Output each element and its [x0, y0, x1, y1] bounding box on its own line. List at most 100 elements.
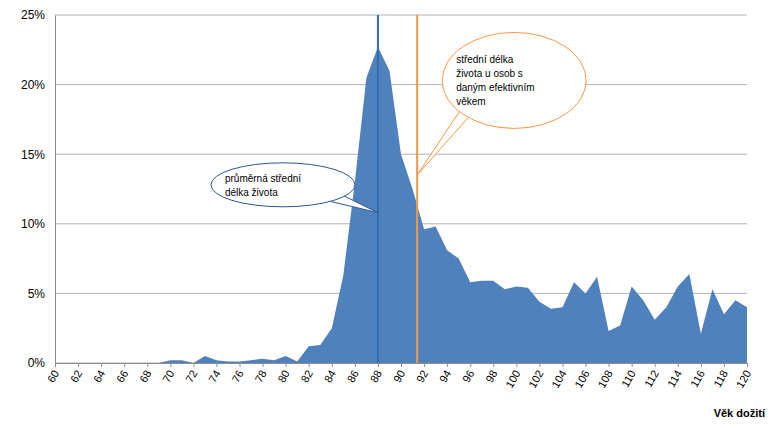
callout-text: daným efektivním [456, 82, 534, 93]
x-tick-mark [170, 363, 171, 367]
y-axis: 0% 5% 10% 15% 20% 25% [21, 8, 56, 370]
x-tick: 110 [619, 363, 638, 389]
x-tick-label: 104 [549, 368, 569, 390]
x-tick-mark [78, 363, 79, 367]
x-tick-mark [263, 363, 264, 367]
x-tick: 120 [734, 363, 754, 390]
reference-line [416, 15, 418, 363]
x-tick-label: 92 [414, 368, 431, 385]
x-axis-title: Věk dožití [714, 407, 766, 419]
y-tick: 10% [21, 217, 55, 231]
x-tick-mark [655, 363, 656, 367]
x-tick-mark [747, 363, 748, 367]
x-tick-mark [539, 363, 540, 367]
callout-text: střední délka [456, 54, 514, 65]
x-tick-mark [55, 363, 56, 367]
x-tick-label: 60 [45, 368, 62, 385]
x-tick-mark [286, 363, 287, 367]
x-tick-label: 80 [275, 368, 292, 385]
grid-line [55, 84, 747, 85]
chart: 6062646668707274767880828486889092949698… [0, 0, 773, 435]
x-tick: 108 [595, 363, 615, 390]
plot-area [55, 15, 747, 363]
x-tick-label: 116 [688, 368, 707, 389]
callout: průměrná střední délka života [211, 163, 378, 213]
x-tick-mark [609, 363, 610, 367]
grid [55, 15, 747, 363]
y-axis-line [55, 16, 56, 364]
x-tick: 60 [45, 363, 62, 385]
x-tick-label: 110 [619, 368, 638, 389]
x-tick: 66 [114, 363, 131, 385]
x-tick: 64 [91, 363, 108, 385]
x-axis-line [56, 364, 748, 368]
x-tick: 116 [688, 363, 707, 389]
x-tick-label: 68 [137, 368, 154, 385]
x-tick-label: 72 [183, 368, 200, 385]
x-tick-label: 90 [391, 368, 408, 385]
x-tick-label: 78 [252, 368, 269, 385]
x-tick-mark [470, 363, 471, 367]
x-tick: 104 [549, 363, 569, 390]
x-tick: 72 [183, 363, 200, 385]
reference-line [377, 15, 379, 363]
callout-text: délka života [225, 187, 278, 198]
y-tick-label: 0% [28, 356, 46, 370]
x-tick-mark [701, 363, 702, 367]
x-tick-label: 120 [734, 368, 754, 390]
x-tick: 106 [572, 363, 592, 390]
x-tick: 96 [460, 363, 477, 385]
y-tick: 15% [21, 148, 55, 162]
x-tick-label: 70 [160, 368, 177, 385]
x-tick-label: 106 [572, 368, 592, 390]
x-tick-mark [124, 363, 125, 367]
x-tick: 118 [711, 363, 730, 389]
x-tick-mark [424, 363, 425, 367]
y-tick: 5% [28, 287, 55, 301]
y-tick-label: 25% [21, 8, 45, 22]
y-tick-label: 10% [21, 217, 45, 231]
callout-text: věkem [456, 96, 485, 107]
y-tick-label: 15% [21, 148, 45, 162]
y-tick-label: 20% [21, 78, 45, 92]
x-tick-label: 102 [526, 368, 546, 390]
x-tick: 62 [68, 363, 85, 385]
callout: střední délka života u osob s daným efekti… [417, 32, 586, 175]
x-tick-label: 84 [322, 368, 339, 385]
x-tick-label: 86 [345, 368, 362, 385]
callout-bubble [211, 163, 355, 207]
x-tick-mark [401, 363, 402, 367]
x-tick: 100 [503, 363, 523, 390]
x-tick-mark [678, 363, 679, 367]
x-tick-mark [240, 363, 241, 367]
x-tick-label: 76 [229, 368, 246, 385]
x-tick-label: 118 [711, 368, 730, 389]
x-tick-mark [101, 363, 102, 367]
x-tick: 88 [368, 363, 385, 385]
x-tick-label: 96 [460, 368, 477, 385]
x-tick-mark [562, 363, 563, 367]
x-tick-label: 98 [483, 368, 500, 385]
x-tick: 94 [437, 363, 454, 385]
x-tick-mark [193, 363, 194, 367]
x-tick: 98 [483, 363, 500, 385]
callout-text: života u osob s [456, 68, 523, 79]
x-tick: 92 [414, 363, 431, 385]
x-tick-mark [516, 363, 517, 367]
callout-text: průměrná střední [225, 173, 301, 184]
x-tick: 76 [229, 363, 246, 385]
x-tick-mark [586, 363, 587, 367]
x-tick-mark [632, 363, 633, 367]
x-tick: 80 [275, 363, 292, 385]
x-tick: 114 [665, 363, 684, 389]
x-tick: 86 [345, 363, 362, 385]
y-tick: 20% [21, 78, 55, 92]
x-tick-label: 64 [91, 368, 108, 385]
x-tick-label: 62 [68, 368, 85, 385]
area [55, 47, 747, 363]
x-tick-mark [309, 363, 310, 367]
x-tick-label: 94 [437, 368, 454, 385]
x-tick-mark [147, 363, 148, 367]
grid-line [55, 15, 747, 16]
x-tick: 68 [137, 363, 154, 385]
